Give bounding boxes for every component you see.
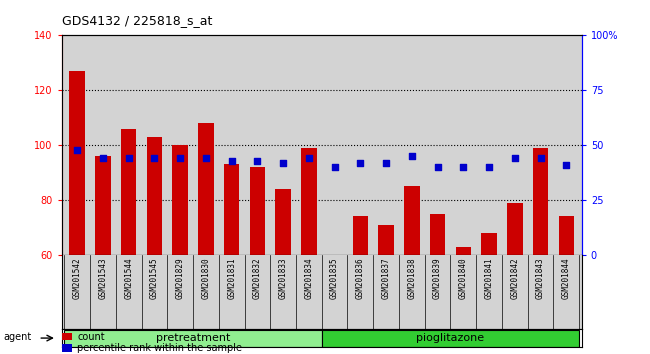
Bar — [95, 156, 110, 255]
Text: GSM201842: GSM201842 — [510, 257, 519, 299]
Bar — [121, 129, 136, 255]
Point — [72, 147, 83, 152]
Text: pretreatment: pretreatment — [156, 333, 230, 343]
Bar — [378, 225, 394, 255]
Text: count: count — [77, 332, 105, 342]
Text: GSM201843: GSM201843 — [536, 257, 545, 299]
Bar — [224, 164, 239, 255]
Bar — [430, 214, 445, 255]
Bar — [250, 167, 265, 255]
Text: GSM201543: GSM201543 — [98, 257, 107, 299]
Bar — [558, 216, 574, 255]
Bar — [456, 247, 471, 255]
Text: agent: agent — [3, 332, 31, 342]
Text: GSM201835: GSM201835 — [330, 257, 339, 299]
Bar — [172, 145, 188, 255]
Text: GSM201831: GSM201831 — [227, 257, 236, 299]
Text: pioglitazone: pioglitazone — [417, 333, 484, 343]
Bar — [198, 123, 214, 255]
Point — [201, 155, 211, 161]
Point — [330, 164, 340, 170]
Bar — [147, 137, 162, 255]
Point — [124, 155, 134, 161]
Text: GSM201841: GSM201841 — [485, 257, 493, 299]
Bar — [533, 148, 549, 255]
Bar — [301, 148, 317, 255]
Text: GSM201544: GSM201544 — [124, 257, 133, 299]
Bar — [404, 186, 419, 255]
Text: GSM201840: GSM201840 — [459, 257, 468, 299]
Text: GSM201844: GSM201844 — [562, 257, 571, 299]
Text: GSM201836: GSM201836 — [356, 257, 365, 299]
Point — [226, 158, 237, 163]
Point — [252, 158, 263, 163]
Point — [98, 155, 108, 161]
Bar — [62, 333, 72, 341]
Bar — [62, 344, 72, 352]
Text: GSM201542: GSM201542 — [73, 257, 82, 299]
Bar — [507, 203, 523, 255]
Point — [536, 155, 546, 161]
Text: GSM201829: GSM201829 — [176, 257, 185, 299]
Point — [432, 164, 443, 170]
Point — [278, 160, 289, 166]
Bar — [482, 233, 497, 255]
Point — [150, 155, 160, 161]
Text: GSM201837: GSM201837 — [382, 257, 391, 299]
Text: GSM201832: GSM201832 — [253, 257, 262, 299]
Point — [355, 160, 365, 166]
Bar — [70, 71, 85, 255]
Text: GSM201830: GSM201830 — [202, 257, 211, 299]
Point — [561, 162, 571, 168]
Bar — [353, 216, 368, 255]
Point — [510, 155, 520, 161]
Text: percentile rank within the sample: percentile rank within the sample — [77, 343, 242, 353]
Text: GSM201834: GSM201834 — [304, 257, 313, 299]
Bar — [64, 330, 322, 347]
Point — [175, 155, 185, 161]
Text: GDS4132 / 225818_s_at: GDS4132 / 225818_s_at — [62, 14, 212, 27]
Bar — [322, 330, 579, 347]
Text: GSM201838: GSM201838 — [408, 257, 417, 299]
Point — [484, 164, 494, 170]
Text: GSM201545: GSM201545 — [150, 257, 159, 299]
Point — [381, 160, 391, 166]
Point — [407, 153, 417, 159]
Point — [458, 164, 469, 170]
Point — [304, 155, 314, 161]
Bar — [276, 189, 291, 255]
Text: GSM201833: GSM201833 — [279, 257, 288, 299]
Text: GSM201839: GSM201839 — [433, 257, 442, 299]
